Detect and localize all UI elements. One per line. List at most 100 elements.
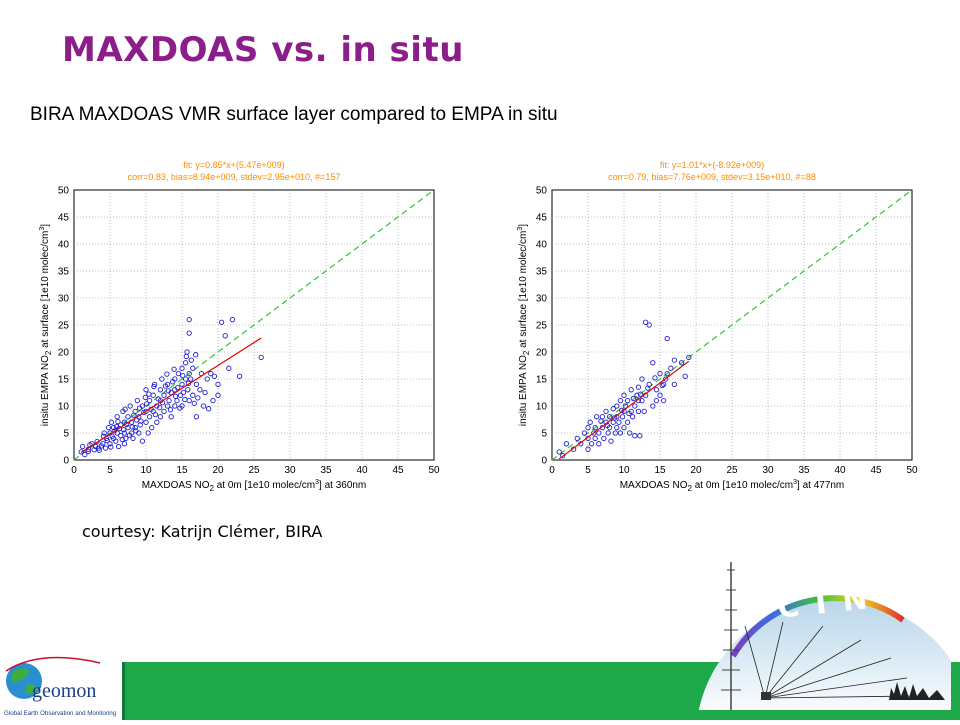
data-point bbox=[164, 371, 170, 377]
skyline-icon bbox=[889, 682, 945, 700]
data-point bbox=[143, 387, 149, 393]
data-point bbox=[646, 322, 652, 328]
data-point bbox=[186, 330, 192, 336]
data-point bbox=[639, 397, 645, 404]
data-point bbox=[560, 453, 566, 459]
data-point bbox=[149, 424, 155, 431]
data-point bbox=[108, 419, 115, 425]
data-point bbox=[606, 414, 613, 420]
data-point bbox=[678, 360, 685, 366]
data-point bbox=[162, 383, 169, 389]
data-point bbox=[177, 405, 183, 411]
data-point bbox=[671, 381, 678, 388]
data-point bbox=[639, 376, 645, 382]
fit-line bbox=[558, 360, 690, 460]
data-point bbox=[79, 443, 86, 450]
data-point bbox=[146, 414, 153, 420]
data-point bbox=[617, 397, 624, 404]
data-point bbox=[119, 436, 125, 443]
data-point bbox=[182, 396, 188, 403]
data-point bbox=[161, 408, 167, 415]
data-point bbox=[657, 392, 663, 398]
data-point bbox=[85, 448, 92, 455]
data-point bbox=[588, 441, 595, 447]
data-point bbox=[143, 419, 149, 425]
data-point bbox=[596, 430, 602, 436]
data-point bbox=[630, 395, 637, 402]
data-point bbox=[628, 387, 634, 393]
data-point bbox=[110, 424, 117, 431]
x-tick-label: 50 bbox=[906, 465, 918, 476]
cindi-logo: CINDI bbox=[693, 560, 960, 725]
data-point bbox=[133, 428, 139, 434]
x-tick-label: 5 bbox=[585, 465, 591, 476]
x-tick-label: 40 bbox=[356, 465, 368, 476]
data-point bbox=[180, 373, 186, 379]
x-tick-label: 0 bbox=[549, 465, 555, 476]
data-point bbox=[660, 381, 667, 388]
x-tick-label: 5 bbox=[107, 465, 113, 476]
data-point bbox=[611, 415, 618, 421]
data-point bbox=[183, 353, 189, 359]
x-tick-label: 30 bbox=[762, 465, 774, 476]
data-point bbox=[601, 435, 607, 442]
data-point bbox=[152, 411, 159, 418]
data-point bbox=[226, 365, 232, 371]
data-point bbox=[179, 365, 185, 371]
data-point bbox=[610, 406, 616, 412]
fit-equation-label: fit: y=0.85*x+(5.47e+009) bbox=[183, 160, 284, 170]
data-point bbox=[664, 335, 670, 342]
data-point bbox=[168, 414, 174, 420]
x-tick-label: 45 bbox=[870, 465, 882, 476]
x-tick-label: 50 bbox=[428, 465, 440, 476]
data-point bbox=[616, 419, 622, 425]
x-tick-label: 10 bbox=[140, 465, 152, 476]
data-point bbox=[115, 443, 122, 450]
data-point bbox=[634, 392, 640, 398]
y-tick-label: 35 bbox=[536, 267, 548, 278]
data-point bbox=[652, 375, 658, 381]
data-point bbox=[585, 424, 591, 431]
data-point bbox=[211, 373, 218, 379]
data-point bbox=[169, 379, 176, 385]
y-tick-label: 25 bbox=[536, 321, 548, 332]
data-point bbox=[137, 422, 143, 428]
y-tick-label: 15 bbox=[58, 375, 70, 386]
data-point bbox=[107, 441, 113, 447]
data-point bbox=[134, 397, 141, 404]
data-point bbox=[125, 414, 131, 420]
data-point bbox=[179, 381, 185, 388]
data-point bbox=[177, 392, 184, 398]
data-point bbox=[115, 419, 121, 425]
data-point bbox=[146, 391, 152, 397]
data-point bbox=[202, 389, 208, 396]
y-axis-label: insitu EMPA NO2 at surface [1e10 molec/c… bbox=[517, 224, 531, 426]
data-point bbox=[167, 407, 174, 413]
x-tick-label: 25 bbox=[248, 465, 260, 476]
data-point bbox=[151, 383, 157, 390]
data-point bbox=[592, 424, 598, 431]
y-tick-label: 45 bbox=[58, 213, 70, 224]
data-point bbox=[637, 391, 644, 397]
data-point bbox=[229, 316, 236, 323]
data-point bbox=[121, 427, 127, 433]
x-tick-label: 15 bbox=[654, 465, 666, 476]
data-point bbox=[139, 438, 146, 444]
y-tick-label: 40 bbox=[536, 240, 548, 251]
data-point bbox=[686, 354, 692, 361]
data-point bbox=[185, 387, 191, 393]
data-point bbox=[624, 419, 631, 425]
geomon-logo: geomon Global Earth Observation and Moni… bbox=[0, 655, 122, 720]
data-point bbox=[114, 414, 120, 420]
data-point bbox=[144, 401, 150, 407]
y-tick-label: 40 bbox=[58, 240, 70, 251]
y-tick-label: 25 bbox=[58, 321, 70, 332]
y-tick-label: 50 bbox=[536, 186, 548, 197]
data-point bbox=[617, 430, 624, 436]
data-point bbox=[122, 406, 128, 412]
data-point bbox=[632, 433, 638, 439]
data-point bbox=[138, 418, 144, 424]
data-point bbox=[175, 370, 182, 377]
data-point bbox=[109, 433, 115, 439]
y-tick-label: 35 bbox=[58, 267, 70, 278]
